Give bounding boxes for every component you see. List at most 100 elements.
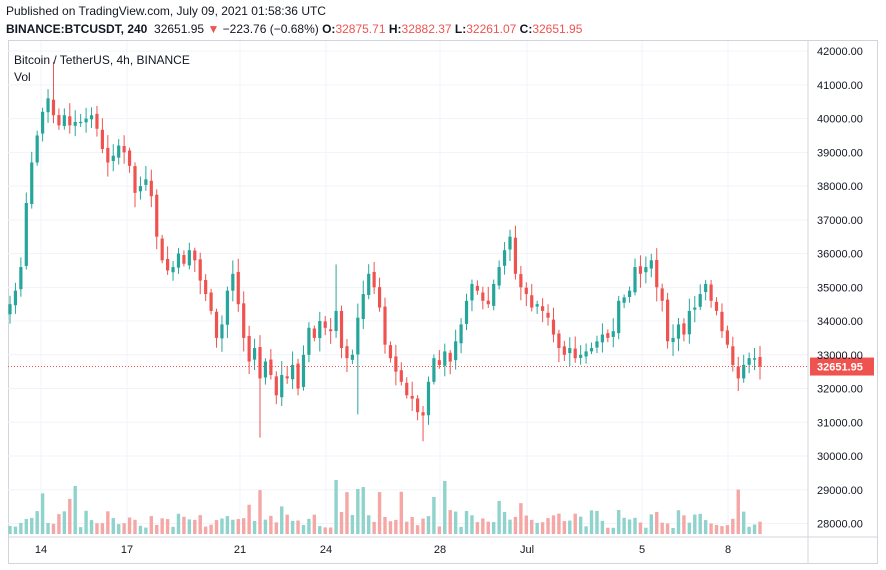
volume-bar	[551, 515, 556, 534]
candle-body	[475, 285, 479, 291]
volume-bar	[127, 517, 132, 534]
volume-bar	[459, 526, 463, 534]
candle-body	[144, 179, 148, 185]
candle-body	[481, 292, 485, 301]
candle-body	[725, 330, 729, 345]
x-tick-label: 21	[234, 544, 246, 556]
y-tick-label: 33000.00	[817, 350, 863, 362]
candle-body	[285, 376, 289, 379]
published-caption: Published on TradingView.com, July 09, 2…	[6, 4, 326, 18]
candle-body	[329, 329, 333, 332]
volume-bar	[171, 526, 175, 534]
candle-body	[149, 180, 153, 197]
volume-bar	[540, 522, 545, 534]
candle-body	[291, 364, 295, 380]
x-tick-label: 24	[320, 544, 332, 556]
candle-body	[111, 155, 115, 162]
volume-bar	[328, 527, 333, 534]
candle-body	[470, 283, 474, 301]
candle-body	[133, 166, 137, 193]
candle-body	[24, 202, 28, 266]
candle-body	[247, 335, 251, 362]
volume-bar	[377, 492, 382, 534]
y-tick-label: 40000.00	[817, 114, 863, 126]
volume-bars	[8, 480, 762, 534]
candle-body	[671, 337, 675, 343]
volume-bar	[160, 518, 164, 534]
volume-bar	[106, 511, 110, 534]
candle-body	[698, 294, 702, 307]
high-value: 32882.37	[401, 22, 452, 36]
volume-bar	[513, 516, 518, 534]
y-tick-label: 31000.00	[817, 417, 863, 429]
candle-body	[454, 341, 458, 361]
candle-body	[758, 357, 762, 367]
x-tick-label: 8	[725, 544, 731, 556]
candle-body	[416, 398, 420, 413]
volume-bar	[144, 527, 148, 534]
volume-bar	[475, 522, 480, 534]
last-price-tag	[810, 357, 874, 376]
volume-bar	[339, 512, 344, 534]
volume-legend: Vol	[14, 70, 31, 84]
candle-body	[231, 273, 235, 291]
candle-body	[106, 147, 110, 163]
volume-bar	[312, 514, 317, 534]
candle-body	[274, 376, 278, 396]
candle-body	[611, 331, 615, 337]
y-tick-label: 32000.00	[817, 384, 863, 396]
volume-bar	[187, 519, 192, 534]
candle-body	[296, 363, 300, 389]
candle-body	[242, 303, 246, 338]
volume-bar	[236, 519, 240, 534]
volume-bar	[421, 518, 425, 534]
price-candles	[8, 61, 762, 442]
volume-bar	[709, 523, 713, 534]
candle-body	[693, 307, 697, 310]
candle-body	[280, 375, 284, 398]
close-value: 32651.95	[532, 22, 583, 36]
volume-bar	[649, 514, 654, 534]
candle-body	[269, 359, 273, 376]
x-tick-label: Jul	[520, 544, 534, 556]
volume-bar	[84, 510, 88, 534]
volume-bar	[62, 511, 67, 534]
volume-bar	[535, 522, 539, 534]
volume-bar	[252, 520, 257, 534]
y-tick-label: 39000.00	[817, 147, 863, 159]
x-tick-label: 28	[434, 544, 446, 556]
candle-body	[557, 333, 561, 349]
candle-body	[225, 290, 229, 325]
candle-body	[655, 259, 659, 288]
candle-body	[486, 300, 490, 305]
volume-bar	[35, 511, 39, 534]
volume-bar	[356, 489, 360, 534]
candle-body	[361, 294, 365, 320]
close-label: C:	[519, 22, 533, 36]
candle-body	[519, 274, 523, 288]
volume-bar	[432, 496, 436, 534]
candle-body	[627, 290, 632, 297]
volume-bar	[758, 521, 762, 534]
candle-body	[117, 145, 121, 158]
open-value: 32875.71	[335, 22, 386, 36]
candle-body	[8, 304, 12, 315]
candle-body	[356, 317, 360, 355]
candle-body	[388, 345, 393, 359]
candle-body	[459, 324, 463, 344]
volume-bar	[361, 487, 365, 534]
price-change: −223.76 (−0.68%)	[222, 22, 319, 36]
candle-body	[84, 118, 88, 123]
volume-bar	[73, 486, 77, 534]
volume-bar	[111, 518, 115, 534]
volume-bar	[372, 521, 376, 534]
change-arrow-icon: ▼	[207, 22, 220, 36]
volume-bar	[280, 506, 284, 534]
candle-body	[551, 319, 556, 335]
candle-body	[73, 121, 77, 126]
candle-body	[138, 186, 143, 192]
volume-bar	[703, 520, 708, 534]
candle-body	[492, 283, 496, 306]
volume-bar	[68, 498, 72, 534]
